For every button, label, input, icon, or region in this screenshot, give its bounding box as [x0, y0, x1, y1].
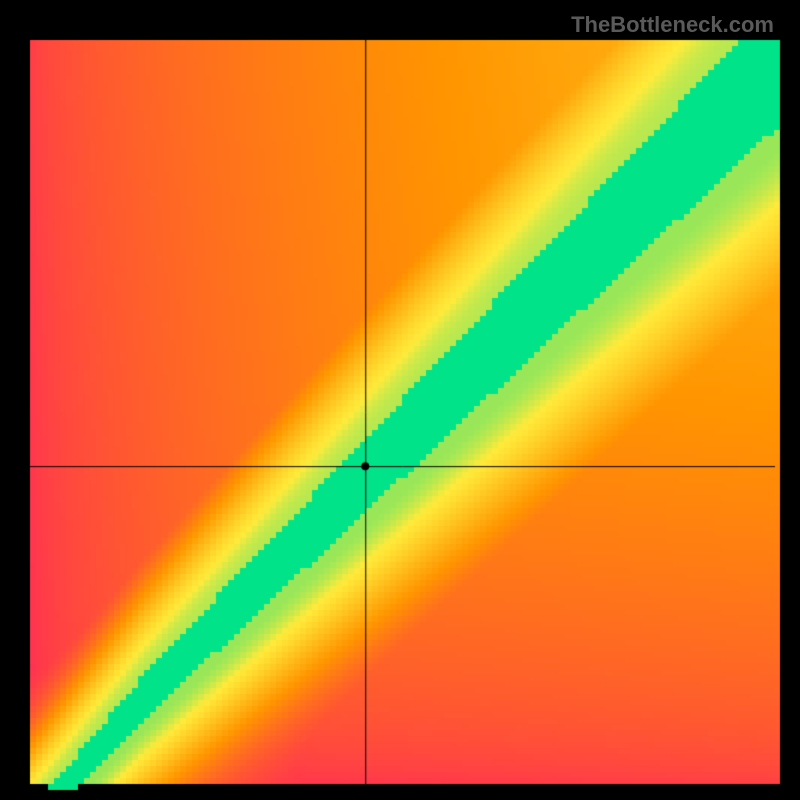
- chart-container: TheBottleneck.com: [0, 0, 800, 800]
- watermark-text: TheBottleneck.com: [571, 12, 774, 38]
- heatmap-canvas: [0, 0, 800, 800]
